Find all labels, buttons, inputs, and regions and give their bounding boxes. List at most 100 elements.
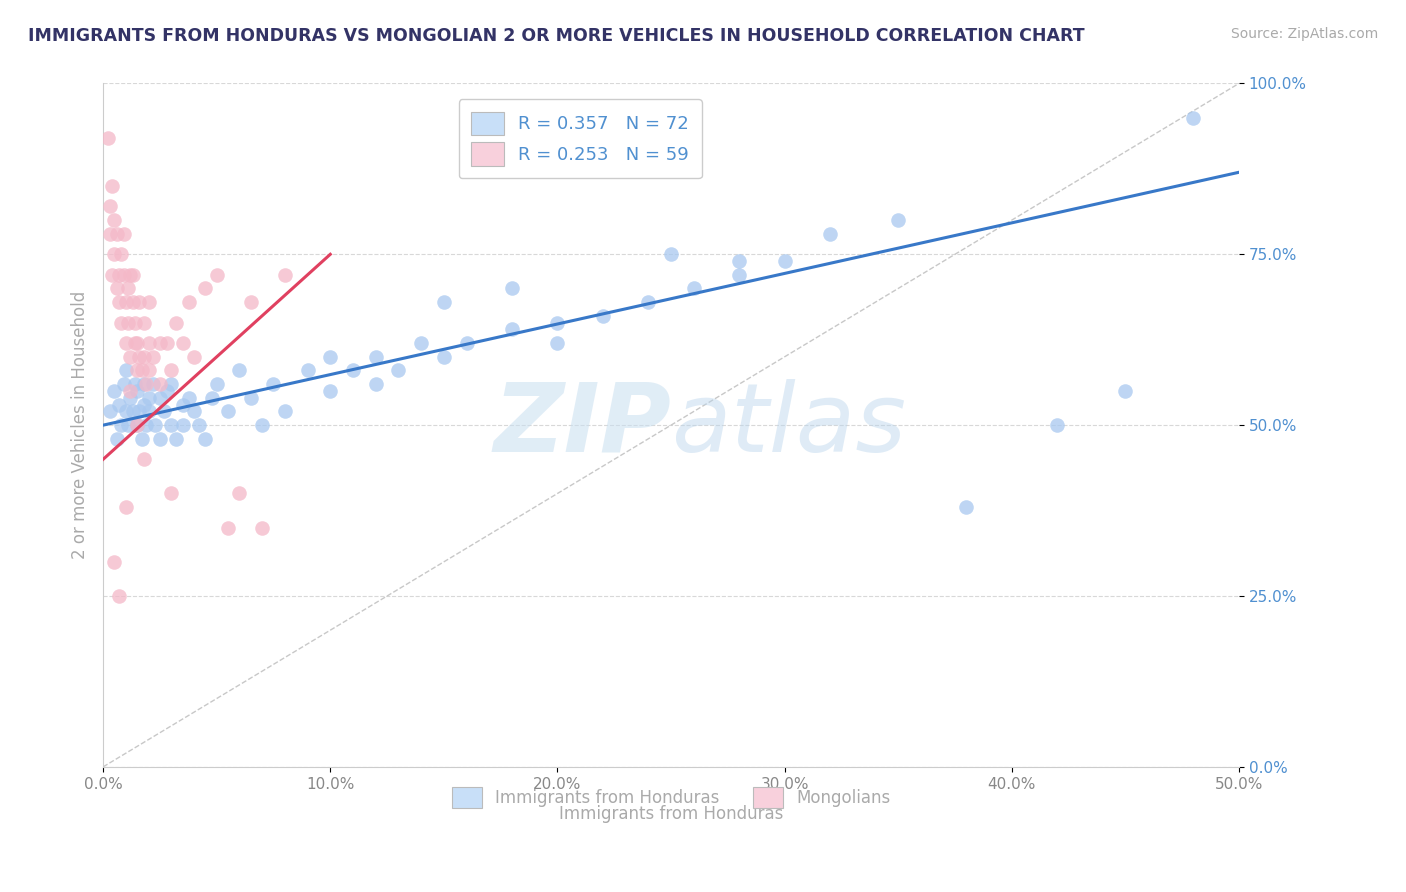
Point bbox=[124, 377, 146, 392]
Point bbox=[239, 391, 262, 405]
Point bbox=[128, 404, 150, 418]
Point bbox=[194, 432, 217, 446]
Point bbox=[103, 247, 125, 261]
Point bbox=[592, 309, 614, 323]
Point bbox=[105, 227, 128, 241]
Point bbox=[127, 363, 149, 377]
Point bbox=[297, 363, 319, 377]
Point bbox=[138, 363, 160, 377]
Point bbox=[127, 336, 149, 351]
Point bbox=[546, 316, 568, 330]
Point bbox=[456, 336, 478, 351]
Point bbox=[142, 377, 165, 392]
Point bbox=[201, 391, 224, 405]
Point bbox=[659, 247, 682, 261]
Point bbox=[546, 336, 568, 351]
Point bbox=[160, 418, 183, 433]
Point bbox=[172, 398, 194, 412]
Point bbox=[98, 227, 121, 241]
Point bbox=[149, 336, 172, 351]
Point bbox=[165, 316, 187, 330]
Point bbox=[121, 295, 143, 310]
Point bbox=[110, 247, 132, 261]
Point bbox=[121, 268, 143, 282]
Point bbox=[124, 336, 146, 351]
Point bbox=[274, 268, 297, 282]
Point bbox=[127, 384, 149, 398]
Point bbox=[217, 521, 239, 535]
Point bbox=[187, 418, 209, 433]
Point bbox=[138, 336, 160, 351]
Point bbox=[183, 404, 205, 418]
Point bbox=[103, 555, 125, 569]
Point bbox=[263, 377, 285, 392]
Point bbox=[172, 336, 194, 351]
Point bbox=[156, 384, 179, 398]
Point bbox=[120, 350, 142, 364]
Text: IMMIGRANTS FROM HONDURAS VS MONGOLIAN 2 OR MORE VEHICLES IN HOUSEHOLD CORRELATIO: IMMIGRANTS FROM HONDURAS VS MONGOLIAN 2 … bbox=[28, 27, 1085, 45]
Point bbox=[160, 486, 183, 500]
Point bbox=[1182, 111, 1205, 125]
Point bbox=[108, 398, 131, 412]
Point bbox=[98, 404, 121, 418]
Point bbox=[274, 404, 297, 418]
Point bbox=[132, 398, 155, 412]
Point bbox=[145, 418, 167, 433]
Point bbox=[97, 131, 120, 145]
Point bbox=[342, 363, 364, 377]
Point bbox=[149, 377, 172, 392]
Point bbox=[131, 432, 153, 446]
X-axis label: Immigrants from Honduras: Immigrants from Honduras bbox=[558, 805, 783, 823]
Point bbox=[105, 281, 128, 295]
Point bbox=[132, 316, 155, 330]
Point bbox=[637, 295, 659, 310]
Point bbox=[127, 418, 149, 433]
Point bbox=[1114, 384, 1136, 398]
Point bbox=[117, 316, 139, 330]
Point bbox=[115, 363, 138, 377]
Point bbox=[160, 363, 183, 377]
Point bbox=[501, 322, 523, 336]
Point bbox=[250, 418, 273, 433]
Point bbox=[411, 336, 433, 351]
Point bbox=[127, 418, 149, 433]
Point bbox=[228, 486, 250, 500]
Point bbox=[120, 384, 142, 398]
Point bbox=[110, 418, 132, 433]
Point bbox=[228, 363, 250, 377]
Point bbox=[165, 432, 187, 446]
Point bbox=[131, 363, 153, 377]
Point bbox=[101, 178, 124, 193]
Point bbox=[103, 384, 125, 398]
Point bbox=[501, 281, 523, 295]
Point bbox=[364, 350, 387, 364]
Point bbox=[108, 295, 131, 310]
Point bbox=[110, 316, 132, 330]
Point bbox=[120, 391, 142, 405]
Point bbox=[149, 432, 172, 446]
Point bbox=[156, 336, 179, 351]
Point bbox=[319, 384, 342, 398]
Point bbox=[108, 589, 131, 603]
Point bbox=[239, 295, 262, 310]
Point bbox=[205, 268, 228, 282]
Point bbox=[138, 404, 160, 418]
Point bbox=[103, 213, 125, 227]
Point bbox=[112, 268, 135, 282]
Point bbox=[138, 391, 160, 405]
Point bbox=[153, 404, 176, 418]
Text: ZIP: ZIP bbox=[494, 379, 671, 472]
Point bbox=[105, 432, 128, 446]
Point bbox=[364, 377, 387, 392]
Point bbox=[124, 316, 146, 330]
Point bbox=[128, 350, 150, 364]
Point bbox=[101, 268, 124, 282]
Point bbox=[112, 377, 135, 392]
Point bbox=[117, 418, 139, 433]
Point bbox=[142, 350, 165, 364]
Legend: Immigrants from Honduras, Mongolians: Immigrants from Honduras, Mongolians bbox=[440, 775, 903, 820]
Point bbox=[773, 254, 796, 268]
Point bbox=[194, 281, 217, 295]
Point bbox=[172, 418, 194, 433]
Point bbox=[1046, 418, 1069, 433]
